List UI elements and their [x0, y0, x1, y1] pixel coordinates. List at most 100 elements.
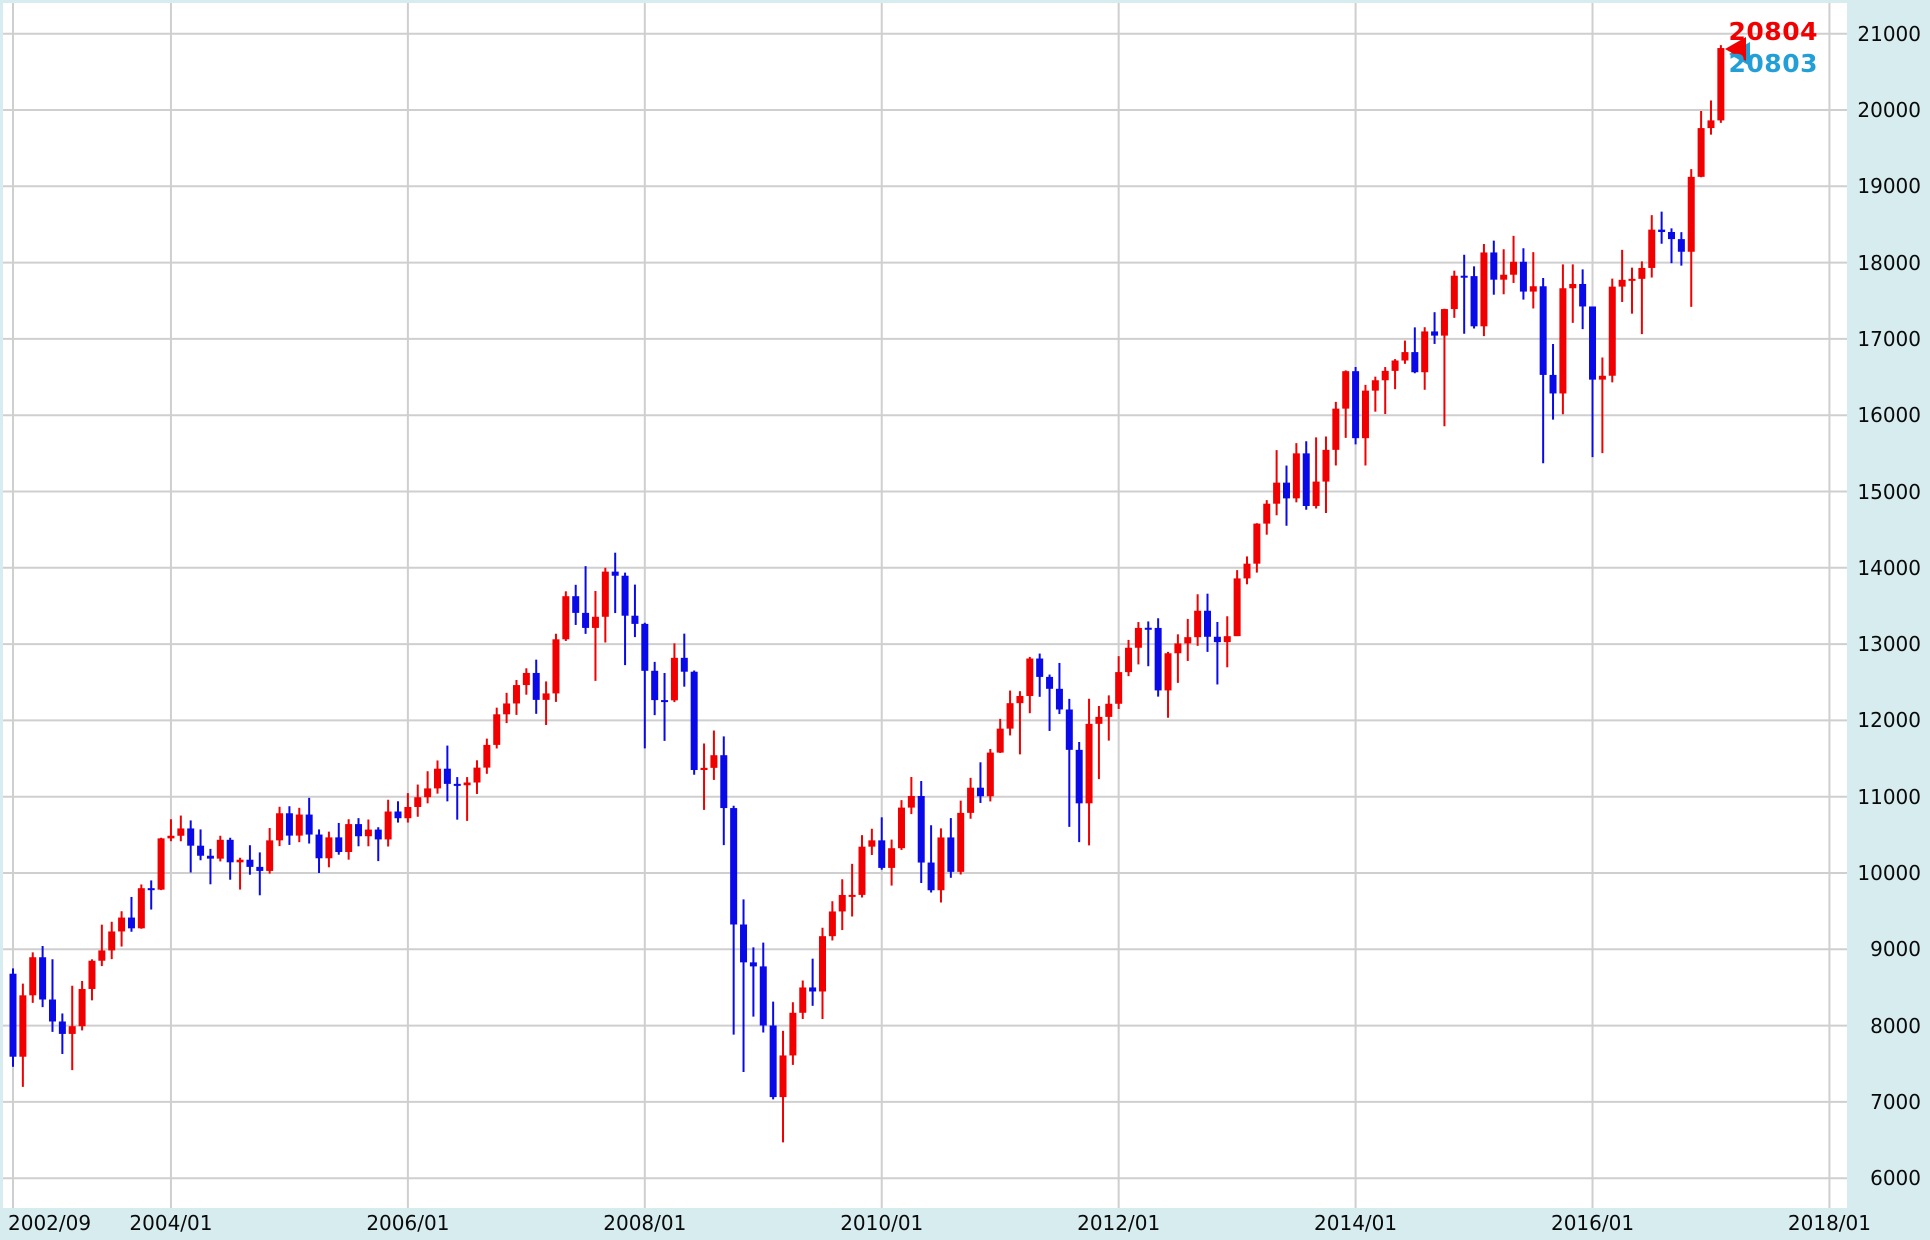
candle-body-up	[1687, 176, 1695, 252]
candle-body-up	[1273, 482, 1281, 504]
candle-body-down	[1470, 276, 1478, 327]
candle-body-up	[137, 888, 145, 929]
candle-body-up	[1115, 672, 1123, 704]
candle-body-down	[197, 845, 205, 856]
y-tick-label: 13000	[1857, 632, 1921, 657]
candle-body-down	[48, 999, 56, 1022]
candle-body-up	[433, 768, 441, 789]
x-tick-label: 2004/01	[129, 1211, 213, 1235]
candle-body-up	[1223, 636, 1231, 643]
candle-body-up	[937, 837, 945, 891]
x-tick-label: 2012/01	[1077, 1211, 1161, 1235]
candle-body-up	[1529, 286, 1537, 292]
candle-body-up	[562, 596, 570, 640]
candle-body-up	[1648, 229, 1656, 268]
candle-body-up	[1026, 658, 1034, 696]
candle-body-up	[957, 812, 965, 872]
candle-body-up	[710, 755, 718, 768]
candle-body-up	[1500, 274, 1508, 280]
candle-body-up	[1559, 288, 1567, 394]
candle-body-up	[276, 813, 284, 841]
candle-body-down	[769, 1025, 777, 1098]
y-tick-label: 20000	[1857, 98, 1921, 122]
candle-body-down	[1519, 261, 1527, 292]
candle-body-down	[443, 768, 451, 784]
candle-body-down	[809, 987, 817, 992]
candle-body-up	[1134, 627, 1142, 648]
candle-body-down	[878, 840, 886, 868]
candle-body-down	[453, 783, 461, 786]
candle-body-down	[1677, 239, 1685, 252]
current-price-arrow-icon	[1725, 37, 1750, 66]
candle-body-up	[157, 838, 165, 890]
candle-body-up	[266, 840, 274, 871]
candle-body-down	[1667, 232, 1675, 240]
y-tick-label: 14000	[1857, 555, 1921, 580]
candle-body-up	[1164, 653, 1172, 691]
candle-body-up	[1480, 252, 1488, 327]
candle-body-up	[1421, 331, 1429, 373]
candle-body-down	[187, 828, 195, 846]
candle-body-up	[1381, 370, 1389, 381]
candle-body-up	[700, 767, 708, 770]
candle-body-up	[1263, 503, 1271, 524]
candle-body-up	[779, 1055, 787, 1098]
x-axis: 2002/09 2004/01 2006/01 2008/01 2010/01 2012/…	[0, 1208, 1930, 1240]
bid-price-label: 20803	[1728, 49, 1818, 78]
candle-body-down	[1579, 283, 1587, 307]
candle-body-down	[374, 829, 382, 840]
candle-body-up	[1638, 267, 1646, 279]
candle-body-down	[1213, 636, 1221, 643]
y-tick-label: 18000	[1857, 250, 1921, 275]
candle-body-up	[1628, 278, 1636, 281]
candle-body-up	[216, 839, 224, 859]
candle-body-down	[1144, 627, 1152, 630]
candle-body-down	[976, 787, 984, 797]
candle-body-up	[1095, 716, 1103, 724]
candle-body-up	[325, 837, 333, 859]
candle-body-down	[246, 859, 254, 867]
candle-body-up	[463, 782, 471, 786]
candle-body-up	[29, 957, 37, 996]
candle-body-up	[404, 807, 412, 819]
candle-body-up	[483, 744, 491, 768]
x-tick-label: 2002/09	[8, 1211, 92, 1235]
candle-body-down	[1589, 306, 1597, 380]
candle-body-up	[1312, 481, 1320, 506]
y-tick-label: 7000	[1870, 1089, 1921, 1114]
candle-body-up	[88, 960, 96, 989]
candle-body-up	[1440, 309, 1448, 336]
y-tick-label: 10000	[1857, 861, 1921, 885]
candle-body-up	[522, 672, 530, 686]
y-tick-label: 12000	[1857, 708, 1921, 733]
candle-body-up	[236, 859, 244, 863]
candle-body-down	[749, 962, 757, 967]
candle-body-down	[305, 814, 313, 835]
candle-body-down	[1055, 688, 1063, 710]
candle-body-up	[108, 931, 116, 951]
x-tick-label: 2010/01	[840, 1211, 924, 1235]
candle-body-up	[868, 840, 876, 847]
candle-body-up	[591, 616, 599, 628]
candle-body-up	[1322, 449, 1330, 482]
candle-body-down	[226, 839, 234, 863]
candle-body-up	[1598, 375, 1606, 380]
candle-body-down	[39, 957, 47, 1000]
candle-body-down	[335, 837, 343, 853]
candle-body-down	[532, 672, 540, 700]
candle-body-up	[1332, 408, 1340, 450]
candle-body-down	[355, 824, 363, 837]
candle-body-down	[127, 917, 135, 929]
candle-body-down	[740, 924, 748, 963]
y-tick-label: 17000	[1857, 326, 1921, 351]
candle-body-down	[661, 700, 669, 703]
candle-body-up	[1174, 643, 1182, 654]
candle-body-up	[1184, 637, 1192, 644]
candle-body-down	[651, 670, 659, 701]
candle-body-up	[118, 917, 126, 932]
candle-body-up	[1085, 723, 1093, 804]
x-tick-label: 2016/01	[1550, 1211, 1635, 1235]
candle-body-up	[384, 811, 392, 840]
candle-body-up	[68, 1026, 76, 1034]
